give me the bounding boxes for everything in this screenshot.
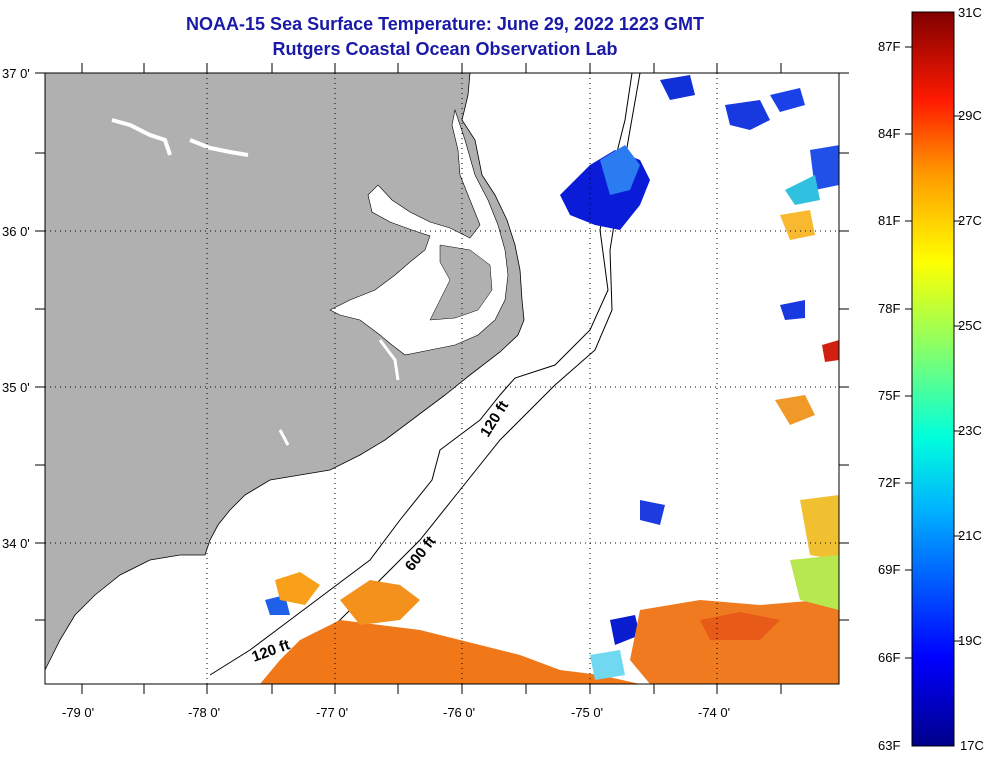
colorbar-c-label: 31C xyxy=(958,5,982,20)
lat-label: 35 0' xyxy=(2,380,30,395)
colorbar-f-label: 63F xyxy=(878,738,900,753)
colorbar-f-label: 66F xyxy=(878,650,900,665)
colorbar-c-label: 29C xyxy=(958,108,982,123)
colorbar-c-label: 23C xyxy=(958,423,982,438)
lon-label: -77 0' xyxy=(316,705,348,720)
map-subtitle: Rutgers Coastal Ocean Observation Lab xyxy=(272,39,618,59)
sst-warm-patches xyxy=(260,175,839,684)
lon-label: -78 0' xyxy=(188,705,220,720)
colorbar-f-label: 78F xyxy=(878,301,900,316)
colorbar-f-label: 75F xyxy=(878,388,900,403)
colorbar-c-label: 21C xyxy=(958,528,982,543)
colorbar xyxy=(911,11,955,747)
lon-label: -74 0' xyxy=(698,705,730,720)
lat-label: 34 0' xyxy=(2,536,30,551)
lat-label: 37 0' xyxy=(2,66,30,81)
graticule xyxy=(45,73,839,684)
colorbar-f-label: 72F xyxy=(878,475,900,490)
lat-label: 36 0' xyxy=(2,224,30,239)
colorbar-f-label: 81F xyxy=(878,213,900,228)
colorbar-c-label: 19C xyxy=(958,633,982,648)
lon-label: -79 0' xyxy=(62,705,94,720)
lon-label: -75 0' xyxy=(571,705,603,720)
colorbar-c-label: 25C xyxy=(958,318,982,333)
colorbar-f-label: 84F xyxy=(878,126,900,141)
colorbar-f-label: 69F xyxy=(878,562,900,577)
lon-label: -76 0' xyxy=(443,705,475,720)
colorbar-c-label: 27C xyxy=(958,213,982,228)
map-title: NOAA-15 Sea Surface Temperature: June 29… xyxy=(186,14,704,34)
colorbar-f-label: 87F xyxy=(878,39,900,54)
colorbar-c-label: 17C xyxy=(960,738,984,753)
